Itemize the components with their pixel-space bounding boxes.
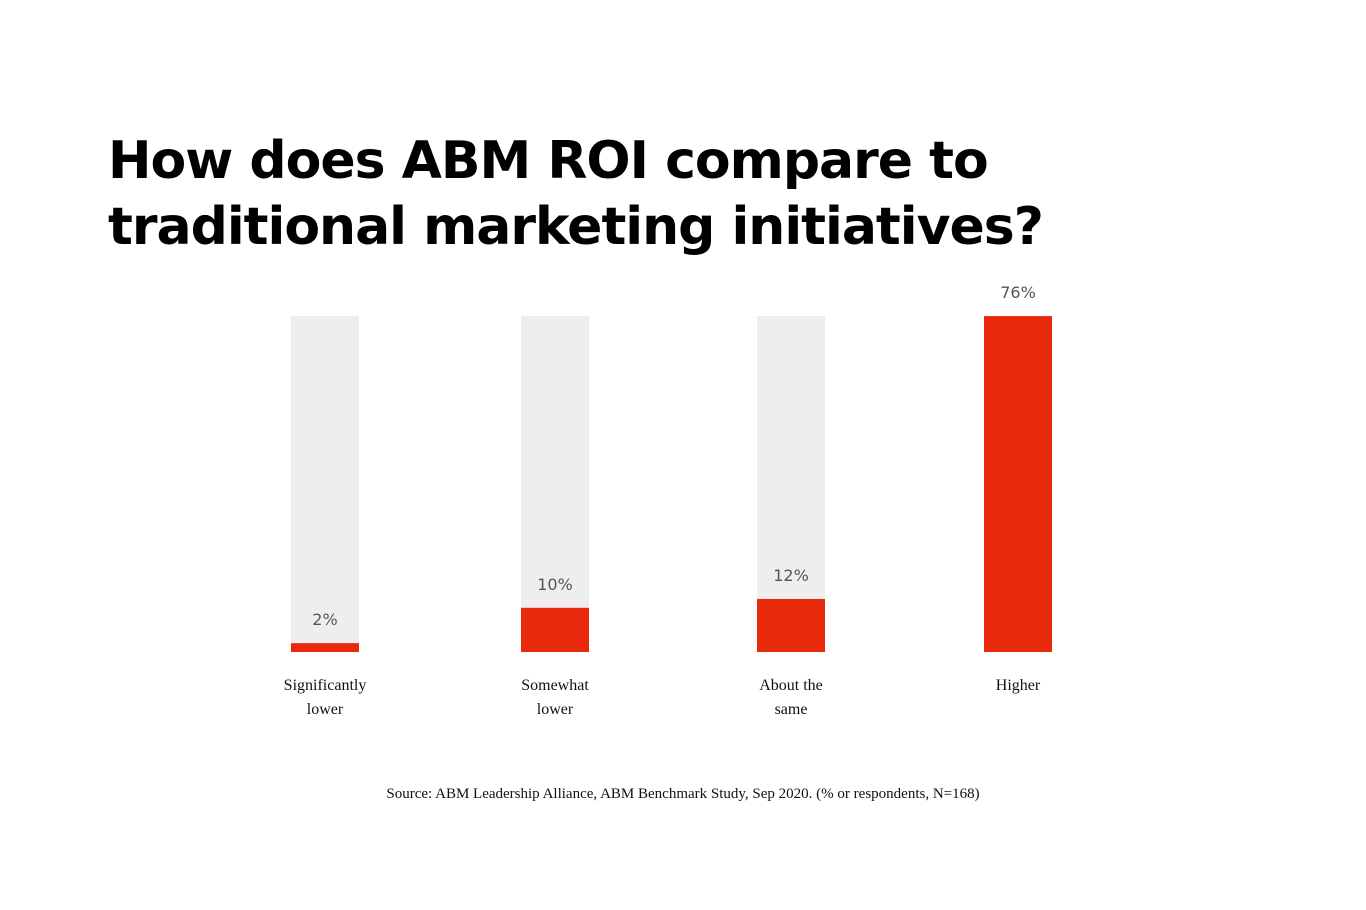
category-label-2-0: About the [759, 677, 823, 694]
chart-title-line-1: How does ABM ROI compare to [108, 131, 989, 191]
chart-title-line-2: traditional marketing initiatives? [108, 197, 1044, 257]
bar-0 [291, 643, 359, 652]
chart-title: How does ABM ROI compare to traditional … [108, 128, 1258, 260]
category-label-1-0: Somewhat [521, 677, 589, 694]
bar-3 [984, 316, 1052, 652]
value-label-0: 2% [312, 610, 337, 629]
category-label-1-1: lower [537, 701, 574, 718]
bar-track-2 [757, 316, 825, 652]
value-label-3: 76% [1000, 283, 1036, 302]
value-label-2: 12% [773, 566, 809, 585]
bar-2 [757, 598, 825, 652]
value-label-1: 10% [537, 575, 573, 594]
bar-track-0 [291, 316, 359, 652]
bar-track-1 [521, 316, 589, 652]
source-note: Source: ABM Leadership Alliance, ABM Ben… [386, 786, 980, 802]
category-label-0-1: lower [307, 701, 344, 718]
category-label-0-0: Significantly [284, 677, 367, 694]
category-label-2-1: same [775, 701, 808, 718]
category-label-3-0: Higher [996, 677, 1041, 694]
bar-1 [521, 607, 589, 652]
